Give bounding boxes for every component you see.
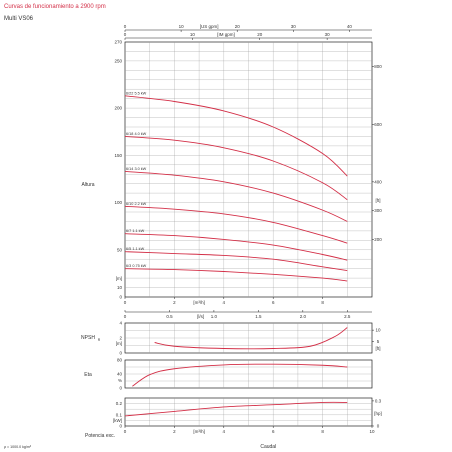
x-tick-label: 8: [321, 300, 324, 305]
npsh-y-unit: [m]: [116, 341, 122, 346]
top-axis-unit: [US gpm]: [200, 24, 219, 29]
pump-model: Multi VS06: [4, 16, 34, 22]
top-axis-tick-label: 20: [235, 24, 241, 29]
y-tick-label-right: 600: [374, 122, 382, 127]
eta-y-tick-label: 80: [117, 358, 123, 363]
y-tick-label-right: 200: [374, 237, 382, 242]
top-axis-tick-label: 10: [190, 32, 196, 37]
y-tick-label-right: 400: [374, 179, 382, 184]
power-x-tick-label: 2: [173, 429, 176, 434]
power-y-unit-right: [hp]: [374, 411, 382, 416]
top-axis-tick-label: 20: [257, 32, 263, 37]
x-tick-label: 2: [173, 300, 176, 305]
x-tick-label: 6: [272, 300, 275, 305]
head-curve: [124, 251, 348, 272]
curve-label: 6/3 0.75 kW: [126, 264, 147, 268]
power-y-tick-label-right: 0: [377, 424, 380, 429]
npsh-y-unit-right: [ft]: [375, 346, 380, 351]
top-axis-tick-label: 40: [347, 24, 353, 29]
head-curve: [124, 205, 348, 244]
curve-label: 6/10 2.2 kW: [126, 202, 147, 206]
top-axis-unit: [IM gpm]: [217, 32, 235, 37]
y-tick-label-right: 300: [374, 208, 382, 213]
x-axis2-tick-label: 0.5: [166, 314, 173, 319]
power-y-tick-label: 0.1: [116, 412, 123, 417]
x-tick-label: 4: [223, 300, 226, 305]
power-y-tick-label: 0.2: [116, 401, 123, 406]
power-x-tick-label: 0: [124, 429, 127, 434]
top-axis-tick-label: 30: [325, 32, 331, 37]
top-axis-tick-label: 30: [291, 24, 297, 29]
y-tick-label: 150: [114, 153, 122, 158]
x-axis2-tick-label: 1.0: [211, 314, 218, 319]
x-axis2-tick-label: 2.5: [344, 314, 351, 319]
head-curve: [124, 170, 348, 222]
eta-y-tick-label: 40: [117, 372, 123, 377]
x-axis2-tick-label: 0: [124, 314, 127, 319]
y-tick-label: 50: [117, 247, 123, 252]
y-tick-label: 270: [114, 40, 122, 45]
power-x-tick-label: 8: [321, 429, 324, 434]
curve-label: 6/7 1.1 kW: [126, 229, 145, 233]
y-tick-label: 10: [117, 285, 123, 290]
x-axis-title: Caudal: [260, 444, 276, 450]
power-x-tick-label: 6: [272, 429, 275, 434]
top-axis-tick-label: 0: [124, 32, 127, 37]
power-curve: [124, 401, 348, 417]
x-axis2-tick-label: 2.0: [300, 314, 307, 319]
npsh-y-tick-label: 2: [119, 336, 122, 341]
power-x-tick-label: 4: [223, 429, 226, 434]
x-tick-label: 0: [124, 300, 127, 305]
curve-label: 6/22 5.5 kW: [126, 91, 147, 95]
power-y-unit: [kW]: [113, 418, 122, 423]
curve-label: 6/5 1.1 kW: [126, 247, 145, 251]
y-tick-label-right: 800: [374, 64, 382, 69]
eta-y-tick-label: 0: [119, 386, 122, 391]
npsh-y-tick-label-right: 10: [375, 328, 381, 333]
y-unit-right: [ft]: [375, 198, 380, 203]
power-y-tick-label-right: 0.3: [375, 398, 382, 403]
chart-title: Curvas de funcionamiento a 2900 rpm: [4, 4, 106, 10]
top-axis-tick-label: 0: [124, 24, 127, 29]
eta-label: Eta: [84, 372, 92, 378]
power-x-tick-label: 10: [369, 429, 375, 434]
npsh-y-tick-label: 0: [119, 351, 122, 356]
y-tick-label: 250: [114, 58, 122, 63]
x-axis2-tick-label: 1.5: [255, 314, 262, 319]
y-tick-label: 0: [119, 295, 122, 300]
y-tick-label: 200: [114, 106, 122, 111]
y-unit-left: [m]: [116, 276, 122, 281]
npsh-curve: [154, 327, 348, 350]
top-axis-tick-label: 10: [179, 24, 185, 29]
head-curve: [124, 135, 348, 201]
npsh-label: NPSH: [81, 335, 95, 341]
y-axis-label: Altura: [81, 182, 94, 188]
head-curve: [124, 233, 348, 261]
npsh-y-tick-label: 4: [119, 321, 122, 326]
power-x-unit: [m³/h]: [193, 429, 205, 434]
power-y-tick-label: 0: [119, 424, 122, 429]
npsh-y-tick-label-right: 5: [377, 339, 380, 344]
eta-curve: [132, 363, 348, 387]
y-tick-label: 100: [114, 200, 122, 205]
curve-label: 6/18 4.0 kW: [126, 132, 147, 136]
head-curve: [124, 268, 348, 282]
x-unit: [m³/h]: [193, 300, 205, 305]
x-axis2-unit: [l/s]: [197, 314, 204, 319]
curve-label: 6/14 3.0 kW: [126, 167, 147, 171]
density-footnote: ρ = 1000.0 kg/m³: [4, 445, 32, 449]
power-label: Potencia exc.: [85, 433, 115, 439]
head-curve: [124, 95, 348, 177]
npsh-label-sub: R: [98, 338, 101, 342]
eta-y-unit: %: [118, 378, 122, 383]
